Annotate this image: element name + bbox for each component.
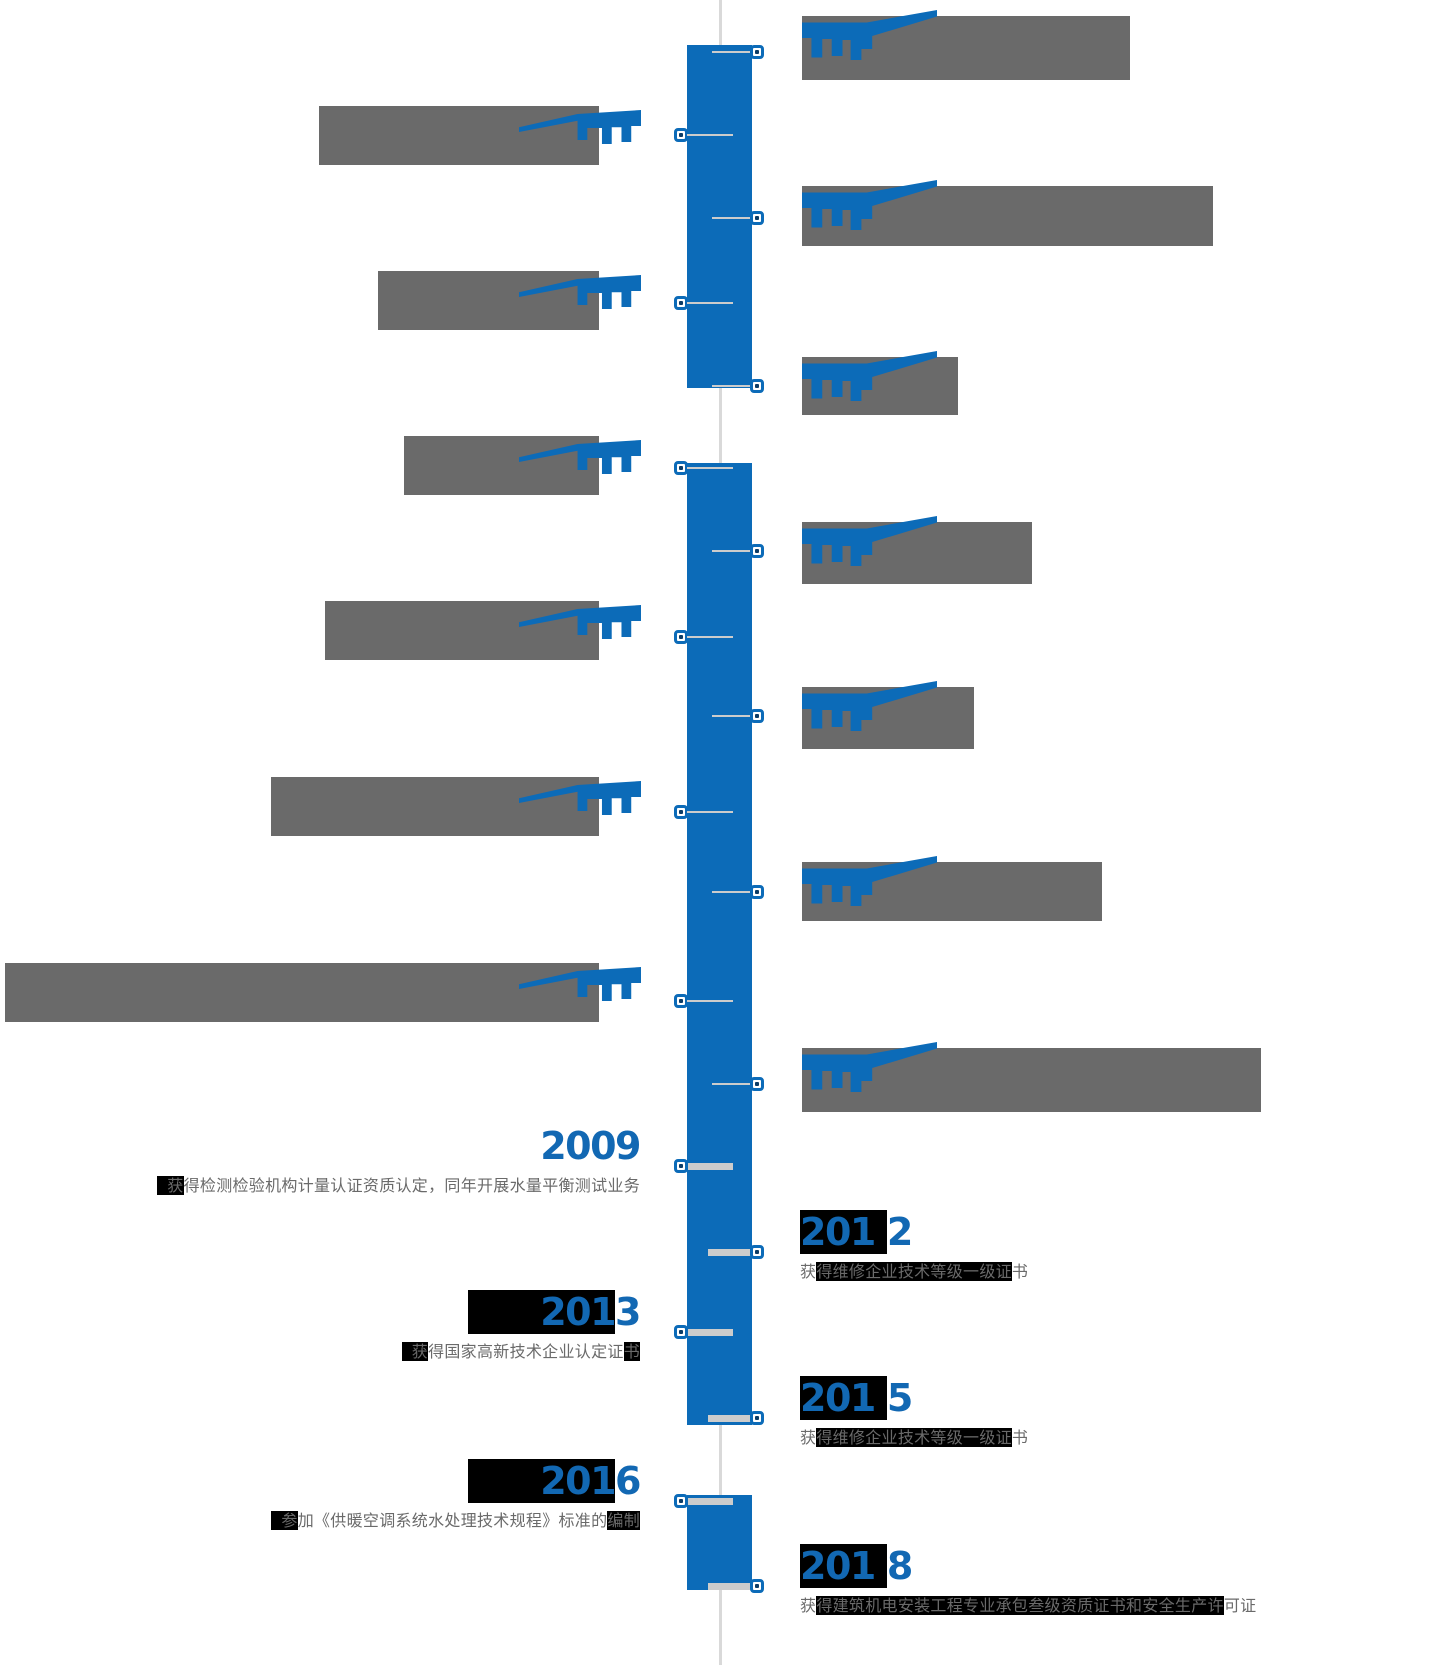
timeline-node-marker[interactable] [750, 1579, 764, 1593]
timeline-tick [688, 1329, 733, 1336]
timeline-node-marker[interactable] [674, 1325, 688, 1339]
timeline-tick [712, 1083, 752, 1085]
timeline-node-marker[interactable] [674, 1159, 688, 1173]
year-label-highlighted-part: 201 [800, 1376, 887, 1420]
description-highlighted-part: 参 [271, 1511, 298, 1530]
entry-description: 获得国家高新技术企业认定证书 [401, 1342, 640, 1362]
year-label-part: 3 [615, 1290, 641, 1334]
timeline-node-marker[interactable] [750, 1411, 764, 1425]
timeline-tick [712, 217, 752, 219]
timeline-tick [688, 1498, 733, 1505]
timeline-node-marker[interactable] [674, 1494, 688, 1508]
entry-description: 获得维修企业技术等级一级证书 [800, 1428, 1028, 1448]
description-highlighted-part: 获 [401, 1342, 429, 1361]
year-label: 2013 [468, 1290, 641, 1334]
year-label-part: 2 [886, 1210, 913, 1254]
covered-entry-box [319, 106, 599, 165]
year-label-part: 8 [886, 1544, 913, 1588]
timeline-node-marker[interactable] [674, 128, 688, 142]
timeline-tick [687, 1000, 733, 1002]
year-label: 2016 [468, 1459, 641, 1503]
timeline-node-marker[interactable] [750, 211, 764, 225]
timeline-node-marker[interactable] [750, 45, 764, 59]
description-part: 书 [1011, 1428, 1029, 1447]
timeline-tick [712, 385, 752, 387]
timeline-tick [687, 636, 733, 638]
year-label: 201 5 [800, 1376, 913, 1420]
timeline-tick [708, 1583, 763, 1590]
year-label: 2009 [540, 1124, 641, 1168]
description-highlighted-part: 得建筑机电安装工程专业承包叁级资质证书和安全生产许 [816, 1596, 1224, 1615]
year-label-part: 5 [886, 1376, 913, 1420]
timeline-bar-segment [687, 463, 752, 1425]
timeline-bar-segment [687, 45, 752, 388]
description-part: 获 [800, 1428, 817, 1447]
timeline-tick [687, 134, 733, 136]
description-part: 获 [800, 1262, 817, 1281]
timeline-node-marker[interactable] [674, 461, 688, 475]
description-highlighted-part: 得维修企业技术等级一级证 [816, 1428, 1012, 1447]
year-label-highlighted-part: 201 [800, 1544, 887, 1588]
covered-entry-box [325, 601, 599, 660]
timeline-tick [712, 891, 752, 893]
year-label-part: 6 [615, 1459, 641, 1503]
timeline-node-marker[interactable] [674, 805, 688, 819]
timeline-node-marker[interactable] [750, 1077, 764, 1091]
timeline-node-marker[interactable] [750, 709, 764, 723]
description-highlighted-part: 获 [157, 1176, 184, 1195]
entry-description: 获得建筑机电安装工程专业承包叁级资质证书和安全生产许可证 [800, 1596, 1256, 1616]
covered-entry-box [404, 436, 599, 495]
timeline-node-marker[interactable] [750, 544, 764, 558]
description-highlighted-part: 得维修企业技术等级一级证 [816, 1262, 1012, 1281]
timeline-node-marker[interactable] [750, 1245, 764, 1259]
covered-entry-box [378, 271, 599, 330]
timeline-tick [712, 715, 752, 717]
description-part: 获 [800, 1596, 817, 1615]
year-label: 201 8 [800, 1544, 913, 1588]
year-label-highlighted-part: 201 [468, 1459, 617, 1503]
timeline-node-marker[interactable] [674, 630, 688, 644]
covered-entry-box [271, 777, 599, 836]
year-label-highlighted-part: 201 [468, 1290, 617, 1334]
description-part: 书 [1011, 1262, 1029, 1281]
description-highlighted-part: 编制 [607, 1511, 640, 1530]
description-highlighted-part: 书 [623, 1342, 640, 1361]
covered-entry-box [5, 963, 599, 1022]
entry-description: 获得检测检验机构计量认证资质认定，同年开展水量平衡测试业务 [157, 1176, 640, 1196]
timeline-node-marker[interactable] [674, 296, 688, 310]
description-part: 得检测检验机构计量认证资质认定，同年开展水量平衡测试业务 [183, 1176, 640, 1195]
timeline-bar-segment [687, 1495, 752, 1590]
timeline-node-marker[interactable] [674, 994, 688, 1008]
description-part: 得国家高新技术企业认定证 [428, 1342, 624, 1361]
timeline-tick [712, 550, 752, 552]
year-label-highlighted-part: 201 [800, 1210, 887, 1254]
timeline-tick [708, 1249, 763, 1256]
timeline-tick [712, 51, 752, 53]
year-label-part: 2009 [540, 1124, 641, 1168]
timeline-tick [687, 811, 733, 813]
year-label: 201 2 [800, 1210, 913, 1254]
timeline-node-marker[interactable] [750, 885, 764, 899]
entry-description: 获得维修企业技术等级一级证书 [800, 1262, 1028, 1282]
timeline-tick [708, 1415, 763, 1422]
entry-description: 参加《供暖空调系统水处理技术规程》标准的编制 [271, 1511, 640, 1531]
timeline-tick [687, 467, 733, 469]
timeline-tick [688, 1163, 733, 1170]
description-part: 加《供暖空调系统水处理技术规程》标准的 [297, 1511, 608, 1530]
description-part: 可证 [1223, 1596, 1257, 1615]
timeline-tick [687, 302, 733, 304]
timeline-node-marker[interactable] [750, 379, 764, 393]
